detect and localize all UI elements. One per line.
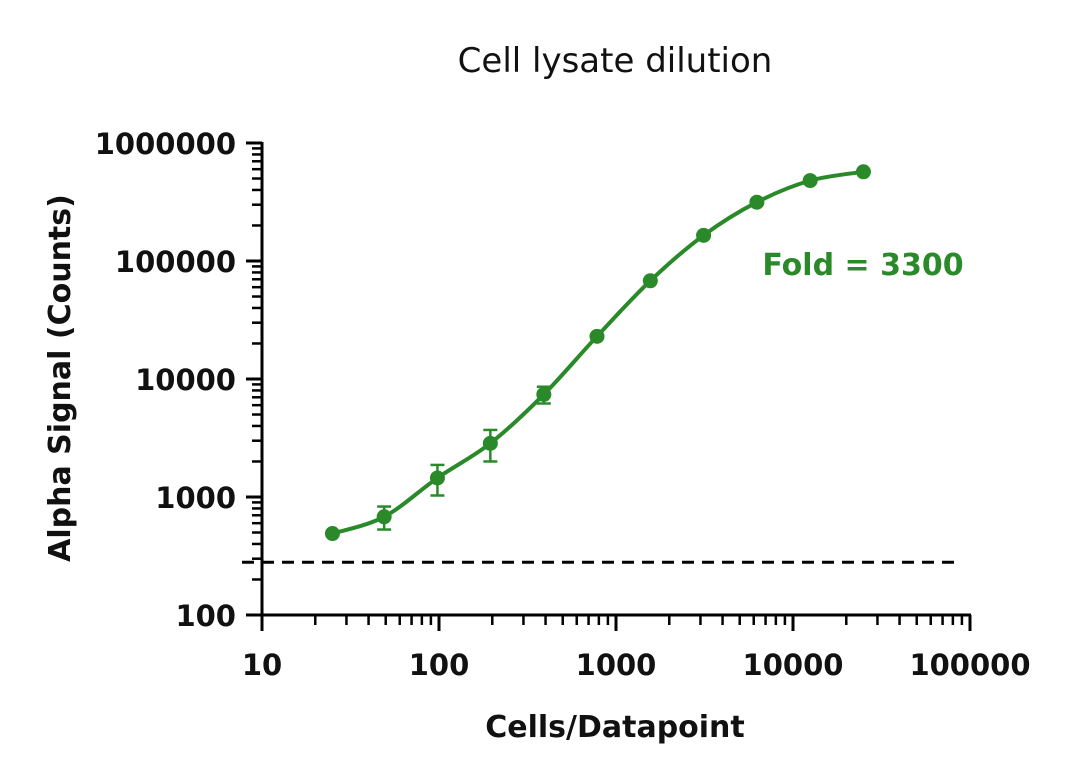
fold-annotation: Fold = 3300 [762, 248, 963, 283]
data-point [324, 526, 340, 542]
data-point [642, 273, 658, 289]
x-tick-label: 10000 [743, 648, 844, 682]
y-tick-label: 10000 [135, 363, 236, 397]
data-point [376, 509, 392, 525]
x-tick-label: 100000 [909, 648, 1030, 682]
y-tick-label: 1000 [155, 481, 236, 515]
data-point [482, 435, 498, 451]
data-point [749, 194, 765, 210]
fit-curve [331, 169, 864, 536]
x-tick-label: 10 [242, 648, 282, 682]
data-point [536, 386, 552, 402]
chart-title: Cell lysate dilution [458, 41, 773, 81]
x-tick-label: 100 [409, 648, 470, 682]
y-tick-label: 1000000 [95, 127, 236, 161]
axes: 10 100 1000 10000 10000010010001000010000010… [95, 127, 1031, 682]
data-point [589, 328, 605, 344]
x-tick-label: 1000 [576, 648, 657, 682]
data-point [855, 164, 871, 180]
data-point [802, 173, 818, 189]
data-point [696, 227, 712, 243]
plot-marks [242, 164, 960, 564]
y-axis-label: Alpha Signal (Counts) [43, 194, 78, 562]
y-tick-label: 100 [175, 599, 236, 633]
y-tick-label: 100000 [115, 245, 236, 279]
x-axis-label: Cells/Datapoint [485, 710, 745, 745]
data-point [429, 470, 445, 486]
